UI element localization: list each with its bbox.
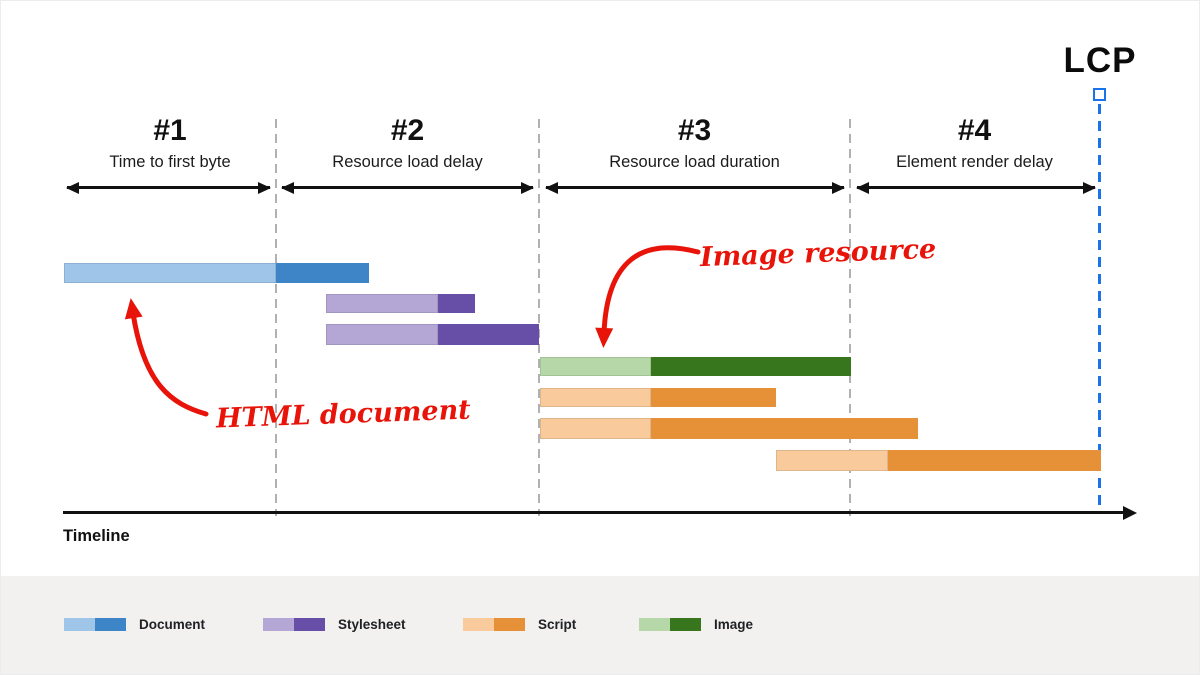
timeline-axis <box>63 511 1125 514</box>
script-bar-2-dark-segment <box>651 418 918 439</box>
phase-4-number: #4 <box>957 114 992 147</box>
script-bar-2-light-segment <box>540 418 651 439</box>
script-dark-swatch-icon <box>494 618 525 631</box>
arrowhead-left-icon <box>856 181 869 194</box>
timeline-arrowhead-icon <box>1123 505 1137 520</box>
script-bar-1-light-segment <box>540 388 651 407</box>
image-light-swatch-icon <box>639 618 670 631</box>
stylesheet-bar-2-light-segment <box>326 324 438 345</box>
phase-2-header: #2 Resource load delay <box>276 114 539 172</box>
stylesheet-bar-1-dark-segment <box>438 294 475 313</box>
stylesheet-bar-2-dark-segment <box>438 324 539 345</box>
arrowhead-right-icon <box>1083 181 1096 194</box>
phase-3-header: #3 Resource load duration <box>539 114 850 172</box>
arrowhead-left-icon <box>545 181 558 194</box>
image-bar-dark-segment <box>651 357 851 376</box>
phase-2-span-arrow <box>281 181 534 194</box>
phase-1-header: #1 Time to first byte <box>64 114 276 172</box>
document-light-swatch-icon <box>64 618 95 631</box>
lcp-title: LCP <box>1063 41 1137 80</box>
phase-1-number: #1 <box>153 114 187 147</box>
lcp-time-line <box>1098 104 1101 513</box>
html-document-annotation: HTML document <box>215 394 472 435</box>
image-dark-swatch-icon <box>670 618 701 631</box>
phase-4-span-arrow <box>856 181 1096 194</box>
phase-3-label: Resource load duration <box>609 153 780 171</box>
image-resource-arrow <box>595 245 701 348</box>
image-resource-annotation: Image resource <box>699 233 937 274</box>
stylesheet-bar-1-light-segment <box>326 294 438 313</box>
phase-divider-3 <box>849 119 851 516</box>
document-bar-dark-segment <box>276 263 369 283</box>
phase-2-number: #2 <box>390 114 425 147</box>
phase-4-header: #4 Element render delay <box>850 114 1099 172</box>
phase-4-label: Element render delay <box>896 153 1053 171</box>
legend-label-document: Document <box>139 617 206 632</box>
script-bar-3-dark-segment <box>888 450 1101 471</box>
html-document-arrow <box>124 298 209 417</box>
script-light-swatch-icon <box>463 618 494 631</box>
phase-1-span-arrow <box>66 181 271 194</box>
arrowhead-right-icon <box>832 181 845 194</box>
stylesheet-dark-swatch-icon <box>294 618 325 631</box>
legend-label-image: Image <box>714 617 754 632</box>
legend-strip <box>1 576 1199 674</box>
document-bar-light-segment <box>64 263 276 283</box>
document-dark-swatch-icon <box>95 618 126 631</box>
arrowhead-left-icon <box>66 181 79 194</box>
timeline-label: Timeline <box>63 527 130 545</box>
script-bar-1-dark-segment <box>651 388 776 407</box>
phase-3-span-arrow <box>545 181 845 194</box>
arrowhead-right-icon <box>521 181 534 194</box>
phase-1-label: Time to first byte <box>109 153 231 171</box>
image-bar-light-segment <box>540 357 651 376</box>
phase-2-label: Resource load delay <box>332 153 483 171</box>
phase-3-number: #3 <box>677 114 712 147</box>
legend-label-script: Script <box>538 617 577 632</box>
stylesheet-light-swatch-icon <box>263 618 294 631</box>
phase-divider-1 <box>275 119 277 516</box>
arrowhead-right-icon <box>258 181 271 194</box>
legend-label-stylesheet: Stylesheet <box>338 617 406 632</box>
script-bar-3-light-segment <box>776 450 888 471</box>
arrowhead-left-icon <box>281 181 294 194</box>
phase-divider-2 <box>538 119 540 516</box>
lcp-marker-icon <box>1093 88 1106 101</box>
